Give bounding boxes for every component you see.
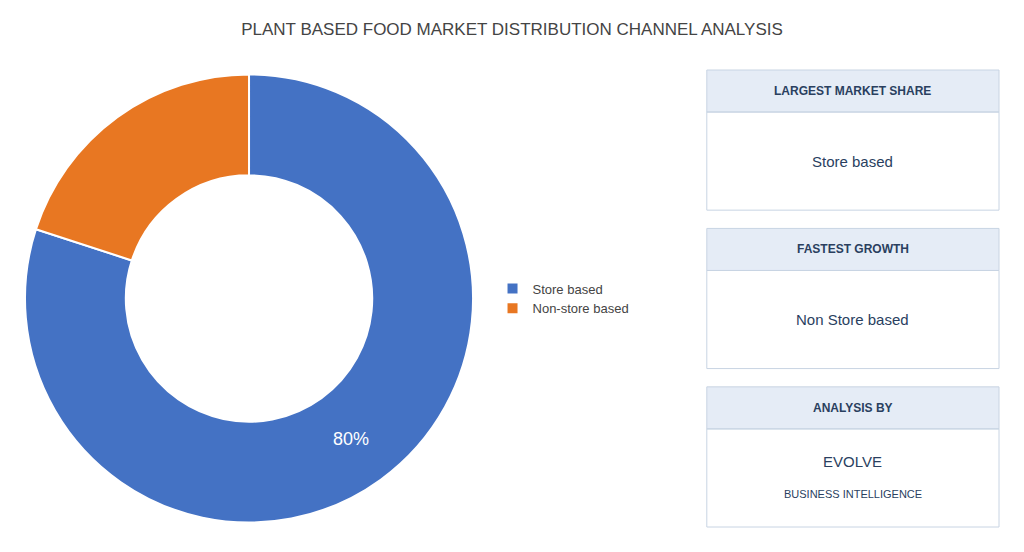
- svg-text:LARGEST MARKET SHARE: LARGEST MARKET SHARE: [774, 84, 931, 98]
- svg-text:BUSINESS INTELLIGENCE: BUSINESS INTELLIGENCE: [784, 488, 922, 500]
- svg-text:ANALYSIS BY: ANALYSIS BY: [813, 401, 893, 415]
- svg-text:PLANT BASED FOOD MARKET DISTRI: PLANT BASED FOOD MARKET DISTRIBUTION CHA…: [241, 20, 783, 39]
- svg-text:Non-store based: Non-store based: [533, 301, 629, 316]
- svg-text:FASTEST GROWTH: FASTEST GROWTH: [797, 242, 909, 256]
- svg-text:EVOLVE: EVOLVE: [823, 453, 882, 470]
- svg-text:80%: 80%: [333, 429, 369, 449]
- svg-text:Non Store based: Non Store based: [796, 311, 909, 328]
- svg-text:Store based: Store based: [533, 282, 603, 297]
- svg-text:Store based: Store based: [812, 153, 893, 170]
